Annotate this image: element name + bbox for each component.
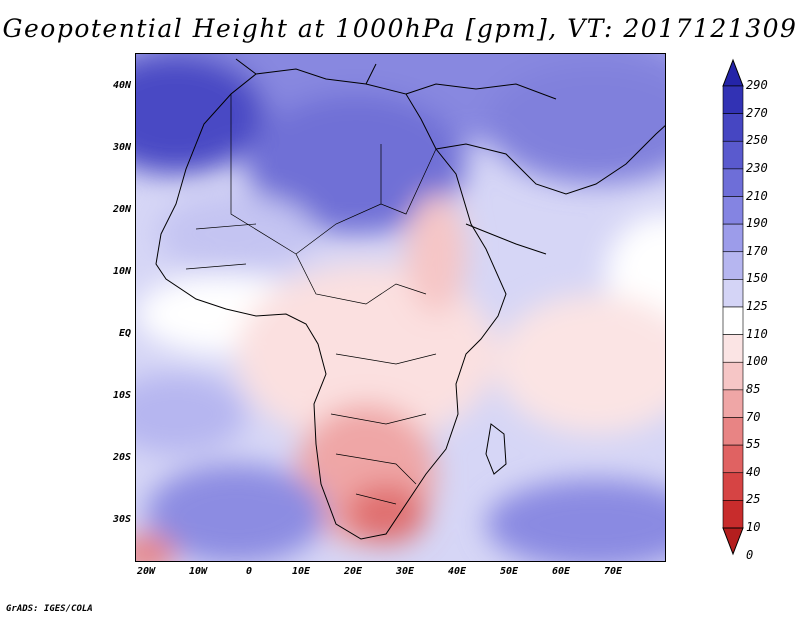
colorbar-boxes bbox=[722, 85, 744, 529]
lon-label-20w: 20W bbox=[136, 566, 156, 577]
colorbar-box bbox=[722, 196, 744, 225]
lat-label-30n: 30N bbox=[112, 142, 131, 153]
colorbar-box bbox=[722, 306, 744, 335]
colorbar-box bbox=[722, 168, 744, 197]
colorbar-label: 270 bbox=[746, 105, 768, 120]
lat-label-20n: 20N bbox=[112, 204, 131, 215]
map-title: Geopotential Height at 1000hPa [gpm], VT… bbox=[2, 14, 798, 43]
colorbar-label: 110 bbox=[746, 326, 768, 341]
lon-label-0: 0 bbox=[245, 566, 253, 577]
colorbar-box bbox=[722, 279, 744, 308]
colorbar-label: 70 bbox=[746, 409, 761, 424]
colorbar-label: 0 bbox=[746, 547, 754, 562]
lat-label-20s: 20S bbox=[112, 452, 131, 463]
colorbar-label: 125 bbox=[746, 299, 768, 313]
lon-label-40e: 40E bbox=[447, 566, 467, 577]
colorbar-label: 25 bbox=[746, 492, 761, 507]
colorbar-box bbox=[722, 334, 744, 363]
colorbar-box bbox=[722, 500, 744, 529]
colorbar-label: 40 bbox=[746, 464, 761, 479]
lon-label-70e: 70E bbox=[603, 566, 623, 577]
colorbar-label: 100 bbox=[746, 354, 768, 369]
colorbar-box bbox=[722, 113, 744, 142]
colorbar-label: 85 bbox=[746, 381, 761, 396]
country-borders bbox=[185, 94, 437, 505]
colorbar-box bbox=[722, 417, 744, 446]
colorbar-box bbox=[722, 140, 744, 170]
lon-label-50e: 50E bbox=[499, 566, 519, 577]
colorbar-top-arrow bbox=[722, 58, 744, 87]
colorbar-box bbox=[722, 361, 744, 391]
colorbar-label: 290 bbox=[746, 78, 768, 92]
colorbar-label: 55 bbox=[746, 437, 761, 452]
colorbar-label: 250 bbox=[746, 133, 768, 148]
colorbar-box bbox=[722, 251, 744, 280]
lon-label-60e: 60E bbox=[551, 566, 571, 577]
colorbar-label: 230 bbox=[746, 160, 768, 175]
colorbar bbox=[722, 58, 744, 556]
lat-label-40n: 40N bbox=[112, 80, 131, 91]
colorbar-label: 210 bbox=[746, 188, 768, 203]
colorbar-label: 10 bbox=[746, 520, 761, 534]
colorbar-box bbox=[722, 85, 744, 114]
lon-label-10w: 10W bbox=[188, 566, 208, 577]
lat-label-30s: 30S bbox=[112, 514, 131, 525]
colorbar-bottom-arrow bbox=[722, 527, 744, 556]
colorbar-box bbox=[722, 223, 744, 253]
colorbar-label: 150 bbox=[746, 271, 768, 286]
colorbar-box bbox=[722, 472, 744, 501]
lon-label-30e: 30E bbox=[395, 566, 415, 577]
map-panel bbox=[135, 53, 666, 562]
lat-label-10n: 10N bbox=[112, 266, 131, 277]
colorbar-label: 190 bbox=[746, 216, 768, 231]
coastlines bbox=[155, 58, 665, 540]
colorbar-box bbox=[722, 389, 744, 418]
height-field-map bbox=[136, 54, 665, 561]
colorbar-box bbox=[722, 444, 744, 474]
filled-contours bbox=[136, 54, 665, 561]
lat-label-eq: EQ bbox=[118, 328, 131, 339]
lon-label-20e: 20E bbox=[343, 566, 363, 577]
colorbar-label: 170 bbox=[746, 243, 768, 258]
lon-label-10e: 10E bbox=[291, 566, 311, 577]
credit-text: GrADS: IGES/COLA bbox=[6, 604, 93, 614]
lat-label-10s: 10S bbox=[112, 390, 131, 401]
